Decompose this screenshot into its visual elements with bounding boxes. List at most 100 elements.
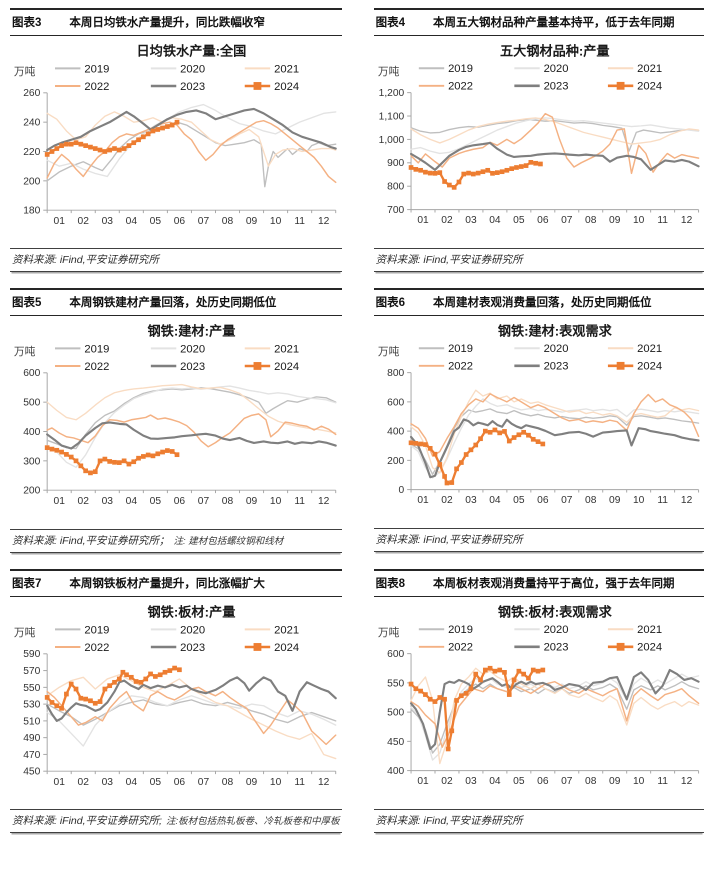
x-tick-label: 02: [441, 215, 453, 226]
series-marker: [78, 463, 84, 469]
y-tick-label: 470: [23, 750, 40, 761]
series-line-2019: [409, 408, 699, 476]
series-marker: [116, 676, 122, 682]
y-axis-unit-label: 万吨: [14, 346, 36, 359]
series-marker: [480, 169, 485, 175]
series-marker: [532, 160, 538, 166]
figure-headline: 本周建材表观消费量回落，处历史同期低位: [432, 297, 652, 310]
series-marker: [540, 667, 545, 673]
x-tick-label: 11: [657, 496, 668, 507]
x-tick-label: 03: [102, 216, 114, 227]
legend-label: 2024: [637, 642, 662, 654]
figure-headline: 本周钢铁建材产量回落，处历史同期低位: [69, 297, 277, 310]
x-tick-label: 09: [246, 496, 258, 507]
series-marker: [489, 170, 495, 176]
series-marker: [88, 698, 93, 704]
series-marker: [136, 137, 141, 143]
source-text: 资料来源: iFind,平安证券研究所;: [12, 815, 162, 828]
series-marker: [513, 165, 519, 170]
series-line-2019: [409, 118, 699, 152]
series-line-2022: [46, 119, 337, 184]
series-marker: [112, 146, 117, 151]
figure-header: 图表8 本周板材表观消费量持平于高位，强于去年同期: [373, 568, 704, 597]
series-marker: [121, 458, 127, 464]
legend-label: 2022: [448, 361, 473, 373]
series-marker: [477, 677, 483, 683]
legend-label: 2020: [180, 344, 205, 356]
series-marker: [78, 141, 84, 147]
series-marker: [427, 446, 433, 452]
x-tick-label: 09: [609, 776, 621, 787]
y-tick-label: 300: [23, 457, 40, 468]
series-marker: [441, 179, 447, 184]
y-tick-label: 260: [23, 88, 40, 99]
x-tick-label: 01: [417, 215, 429, 226]
series-marker: [520, 671, 526, 677]
y-tick-label: 600: [23, 369, 40, 380]
series-marker: [516, 668, 521, 674]
x-tick-label: 08: [585, 215, 597, 226]
legend-label: 2023: [180, 81, 205, 93]
series-marker: [445, 746, 451, 752]
y-tick-label: 200: [23, 486, 40, 497]
series-marker: [484, 167, 490, 173]
y-tick-label: 550: [387, 678, 404, 689]
series-marker: [68, 455, 74, 460]
y-tick-label: 510: [23, 716, 40, 727]
series-marker: [482, 667, 488, 673]
series-marker: [470, 171, 476, 177]
series-marker: [453, 698, 459, 703]
y-tick-label: 550: [23, 683, 40, 694]
x-tick-label: 03: [465, 496, 477, 507]
x-tick-label: 02: [78, 216, 90, 227]
series-marker: [133, 679, 139, 684]
series-marker: [487, 665, 493, 671]
series-line-2024: [409, 667, 544, 751]
series-marker: [107, 147, 113, 153]
series-marker: [496, 667, 502, 673]
chart-title: 日均铁水产量:全国: [136, 43, 246, 59]
series-marker: [148, 671, 153, 677]
x-tick-label: 01: [53, 216, 65, 227]
series-line-2022: [409, 112, 699, 175]
figure-label: 图表8: [375, 577, 405, 590]
x-tick-label: 01: [417, 776, 429, 787]
series-marker: [427, 696, 433, 702]
series-marker: [167, 668, 173, 673]
series-marker: [525, 433, 531, 439]
y-tick-label: 400: [23, 427, 40, 438]
legend-label: 2021: [637, 344, 662, 356]
figure-label: 图表4: [375, 17, 405, 29]
series-line-2023: [46, 107, 337, 152]
series-marker: [116, 460, 122, 466]
x-tick-label: 04: [126, 216, 138, 227]
series-marker: [417, 688, 423, 694]
series-line-2022: [46, 413, 337, 448]
figure-5: 图表5 本周钢铁建材产量回落，处历史同期低位 钢铁:建材:产量 万吨 2019 202…: [10, 288, 342, 553]
series-marker: [143, 676, 149, 682]
series-marker: [165, 124, 170, 129]
x-tick-label: 05: [513, 215, 525, 226]
source-text: 资料来源: iFind,平安证券研究所: [12, 254, 160, 267]
series-marker: [449, 728, 454, 734]
y-tick-label: 900: [387, 158, 404, 169]
series-marker: [535, 668, 540, 674]
figure-label: 图表6: [375, 297, 405, 310]
y-axis-unit-label: 万吨: [377, 346, 399, 359]
series-marker: [145, 131, 151, 137]
x-tick-label: 09: [246, 777, 258, 788]
y-tick-label: 800: [387, 182, 404, 193]
series-marker: [422, 169, 428, 175]
x-tick-label: 10: [270, 496, 282, 507]
x-tick-label: 09: [246, 216, 258, 227]
series-marker: [458, 693, 464, 699]
x-tick-label: 03: [465, 215, 477, 226]
x-tick-label: 04: [489, 215, 501, 226]
series-line-2019: [46, 387, 337, 450]
series-marker: [477, 436, 483, 442]
series-marker: [516, 432, 521, 438]
x-tick-label: 04: [489, 776, 501, 787]
series-marker: [530, 437, 536, 443]
